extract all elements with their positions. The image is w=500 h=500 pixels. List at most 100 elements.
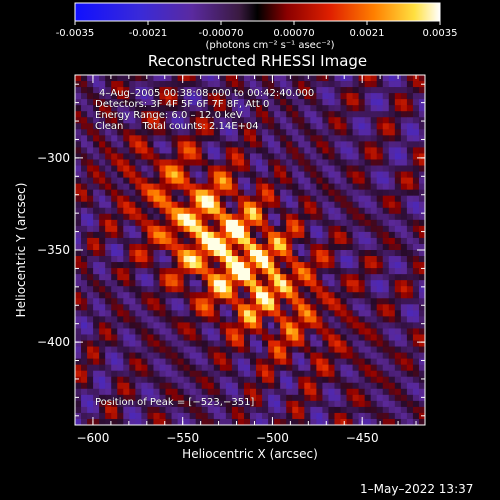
heatmap-cell: [382, 250, 390, 257]
heatmap-cell: [225, 135, 233, 142]
heatmap-cell: [141, 93, 148, 100]
heatmap-cell: [316, 225, 323, 233]
heatmap-cell: [334, 213, 341, 221]
heatmap-cell: [123, 231, 130, 239]
heatmap-cell: [256, 105, 263, 112]
heatmap-cell: [147, 213, 154, 221]
heatmap-cell: [165, 219, 172, 227]
heatmap-cell: [364, 412, 372, 420]
heatmap-cell: [412, 406, 420, 414]
heatmap-cell: [394, 99, 402, 106]
heatmap-cell: [418, 304, 426, 311]
heatmap-cell: [207, 400, 215, 408]
heatmap-cell: [352, 304, 360, 311]
heatmap-cell: [382, 117, 390, 124]
heatmap-cell: [328, 280, 335, 287]
heatmap-cell: [400, 195, 408, 203]
heatmap-cell: [243, 111, 251, 118]
heatmap-cell: [213, 225, 221, 233]
heatmap-cell: [400, 183, 408, 191]
heatmap-cell: [388, 304, 396, 311]
heatmap-cell: [87, 292, 94, 299]
heatmap-cell: [364, 111, 372, 118]
heatmap-cell: [159, 159, 166, 166]
heatmap-cell: [195, 87, 203, 94]
heatmap-cell: [201, 243, 209, 251]
heatmap-cell: [316, 201, 323, 209]
heatmap-cell: [201, 418, 209, 426]
heatmap-cell: [219, 135, 227, 142]
heatmap-cell: [352, 340, 360, 347]
heatmap-cell: [382, 135, 390, 142]
heatmap-cell: [75, 250, 82, 257]
heatmap-cell: [340, 406, 347, 414]
heatmap-cell: [352, 165, 360, 172]
heatmap-cell: [225, 310, 233, 317]
heatmap-cell: [195, 225, 203, 233]
heatmap-cell: [322, 201, 329, 209]
heatmap-cell: [388, 412, 396, 420]
heatmap-cell: [207, 147, 215, 154]
heatmap-cell: [256, 352, 263, 360]
heatmap-cell: [111, 81, 118, 88]
heatmap-cell: [256, 400, 263, 408]
heatmap-cell: [75, 268, 82, 275]
heatmap-cell: [117, 123, 124, 130]
heatmap-cell: [250, 274, 257, 281]
heatmap-cell: [165, 207, 172, 215]
heatmap-cell: [99, 165, 106, 172]
heatmap-cell: [141, 99, 148, 106]
heatmap-cell: [189, 364, 197, 372]
heatmap-cell: [376, 177, 384, 185]
heatmap-cell: [75, 322, 82, 329]
heatmap-cell: [268, 400, 275, 408]
heatmap-cell: [123, 376, 130, 384]
heatmap-cell: [135, 400, 142, 408]
heatmap-cell: [298, 268, 305, 275]
heatmap-cell: [243, 406, 251, 414]
heatmap-cell: [93, 400, 100, 408]
heatmap-cell: [256, 231, 263, 239]
heatmap-cell: [286, 135, 293, 142]
heatmap-cell: [292, 135, 299, 142]
heatmap-cell: [304, 87, 311, 94]
heatmap-cell: [147, 111, 154, 118]
heatmap-cell: [165, 87, 172, 94]
heatmap-cell: [268, 183, 275, 191]
heatmap-cell: [201, 111, 209, 118]
heatmap-cell: [213, 243, 221, 251]
heatmap-cell: [406, 268, 414, 275]
heatmap-cell: [123, 195, 130, 203]
heatmap-cell: [382, 322, 390, 329]
heatmap-cell: [105, 250, 112, 257]
heatmap-cell: [304, 328, 311, 335]
heatmap-cell: [346, 286, 353, 293]
heatmap-cell: [117, 195, 124, 203]
heatmap-cell: [406, 358, 414, 366]
heatmap-cell: [250, 183, 257, 191]
heatmap-cell: [394, 117, 402, 124]
heatmap-cell: [99, 298, 106, 305]
heatmap-cell: [364, 117, 372, 124]
heatmap-cell: [280, 81, 287, 88]
heatmap-cell: [394, 292, 402, 299]
heatmap-cell: [81, 177, 88, 185]
heatmap-cell: [250, 370, 257, 378]
heatmap-cell: [117, 105, 124, 112]
heatmap-cell: [93, 153, 100, 160]
heatmap-cell: [123, 237, 130, 245]
heatmap-cell: [406, 111, 414, 118]
heatmap-cell: [388, 274, 396, 281]
heatmap-cell: [388, 310, 396, 317]
heatmap-cell: [159, 262, 166, 269]
heatmap-cell: [147, 141, 154, 148]
heatmap-cell: [99, 328, 106, 335]
heatmap-cell: [135, 171, 142, 178]
heatmap-cell: [111, 286, 118, 293]
heatmap-cell: [280, 87, 287, 94]
heatmap-cell: [147, 358, 154, 366]
heatmap-cell: [274, 141, 281, 148]
heatmap-cell: [262, 123, 269, 130]
heatmap-cell: [304, 346, 311, 353]
heatmap-cell: [81, 171, 88, 178]
